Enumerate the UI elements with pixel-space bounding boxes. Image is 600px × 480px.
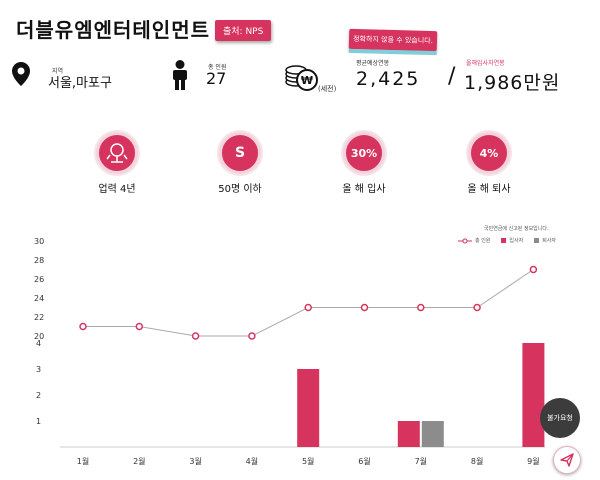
x-tick-label: 8월 bbox=[471, 456, 483, 466]
hire-rate-icon: 30% bbox=[343, 132, 385, 174]
person-icon bbox=[170, 60, 190, 94]
legend-exit: 퇴사자 bbox=[542, 238, 557, 244]
total-point bbox=[417, 303, 425, 312]
total-point bbox=[135, 322, 144, 331]
x-tick-label: 9월 bbox=[527, 456, 539, 466]
x-tick-label: 4월 bbox=[246, 456, 258, 466]
request-button[interactable]: 불가요청 bbox=[540, 398, 580, 438]
new-hire-salary-value: 1,986만원 bbox=[464, 72, 561, 94]
x-tick-label: 6월 bbox=[358, 456, 370, 466]
stat-hire-rate: 30% bbox=[343, 132, 385, 174]
bar-hire bbox=[522, 343, 545, 447]
legend: 총 인원 입사자 퇴사자 bbox=[458, 237, 556, 244]
x-tick-label: 5월 bbox=[302, 456, 314, 466]
stat-hire-rate-label: 올 해 입사 bbox=[342, 184, 386, 195]
legend-hire-swatch bbox=[501, 238, 507, 243]
employees-value: 27 bbox=[206, 69, 227, 88]
total-point bbox=[529, 265, 538, 274]
tax-note: (세전) bbox=[318, 85, 337, 93]
legend-line-marker bbox=[458, 238, 472, 243]
legend-exit-swatch bbox=[534, 238, 540, 243]
legend-total: 총 인원 bbox=[475, 238, 491, 244]
send-button[interactable] bbox=[553, 446, 581, 474]
x-tick-label: 2월 bbox=[133, 456, 145, 466]
total-point bbox=[473, 303, 481, 312]
bar-y-tick-label: 4 bbox=[36, 339, 41, 348]
y-tick-label: 22 bbox=[34, 313, 44, 322]
stat-exit-rate: 4% bbox=[468, 132, 510, 174]
svg-text:₩: ₩ bbox=[301, 74, 313, 87]
stat-size: S bbox=[219, 132, 261, 174]
legend-hire: 입사자 bbox=[509, 238, 524, 244]
y-tick-label: 24 bbox=[34, 294, 44, 303]
total-point bbox=[79, 322, 87, 331]
bar-exit bbox=[421, 421, 444, 447]
total-point bbox=[304, 303, 312, 312]
x-tick-label: 1월 bbox=[77, 456, 89, 466]
stat-history-label: 업력 4년 bbox=[98, 184, 136, 195]
bar-y-tick-label: 2 bbox=[36, 391, 41, 400]
stat-size-label: 50명 이하 bbox=[218, 184, 262, 195]
total-point bbox=[248, 332, 256, 340]
employees-label: 총 인원 bbox=[208, 64, 227, 71]
stat-history bbox=[96, 132, 138, 174]
bar-y-tick-label: 1 bbox=[36, 417, 41, 426]
bar-y-tick-label: 3 bbox=[36, 365, 41, 374]
chart-note: 국민연금에 신고된 정보입니다. bbox=[484, 226, 549, 232]
region-value: 서울,마포구 bbox=[48, 76, 112, 91]
avg-salary-label: 평균예상연봉 bbox=[356, 60, 390, 67]
salary-separator: / bbox=[448, 64, 456, 89]
total-point bbox=[360, 303, 369, 312]
paper-plane-icon bbox=[560, 453, 574, 467]
y-tick-label: 30 bbox=[34, 237, 44, 246]
y-tick-label: 28 bbox=[34, 256, 44, 265]
company-name: 더블유엠엔터테인먼트 bbox=[16, 18, 210, 42]
y-tick-label: 26 bbox=[34, 275, 44, 284]
total-point bbox=[191, 332, 200, 340]
new-hire-salary-label: 올해입사자연봉 bbox=[466, 60, 505, 67]
avg-salary-value: 2,425 bbox=[356, 68, 421, 90]
x-tick-label: 7월 bbox=[415, 456, 427, 466]
size-icon: S bbox=[219, 132, 261, 174]
x-tick-label: 3월 bbox=[189, 456, 201, 466]
bar-hire bbox=[297, 369, 320, 447]
coins-icon: ₩ bbox=[284, 60, 318, 96]
region-label: 지역 bbox=[52, 68, 64, 75]
total-line bbox=[83, 269, 534, 337]
stat-exit-rate-label: 올 해 퇴사 bbox=[467, 184, 511, 195]
y-tick-label: 20 bbox=[34, 332, 44, 341]
source-badge[interactable]: 출처: NPS bbox=[215, 20, 272, 41]
bar-hire bbox=[397, 421, 420, 447]
seedling-icon bbox=[96, 132, 138, 174]
location-pin-icon bbox=[12, 62, 30, 90]
exit-rate-icon: 4% bbox=[468, 132, 510, 174]
